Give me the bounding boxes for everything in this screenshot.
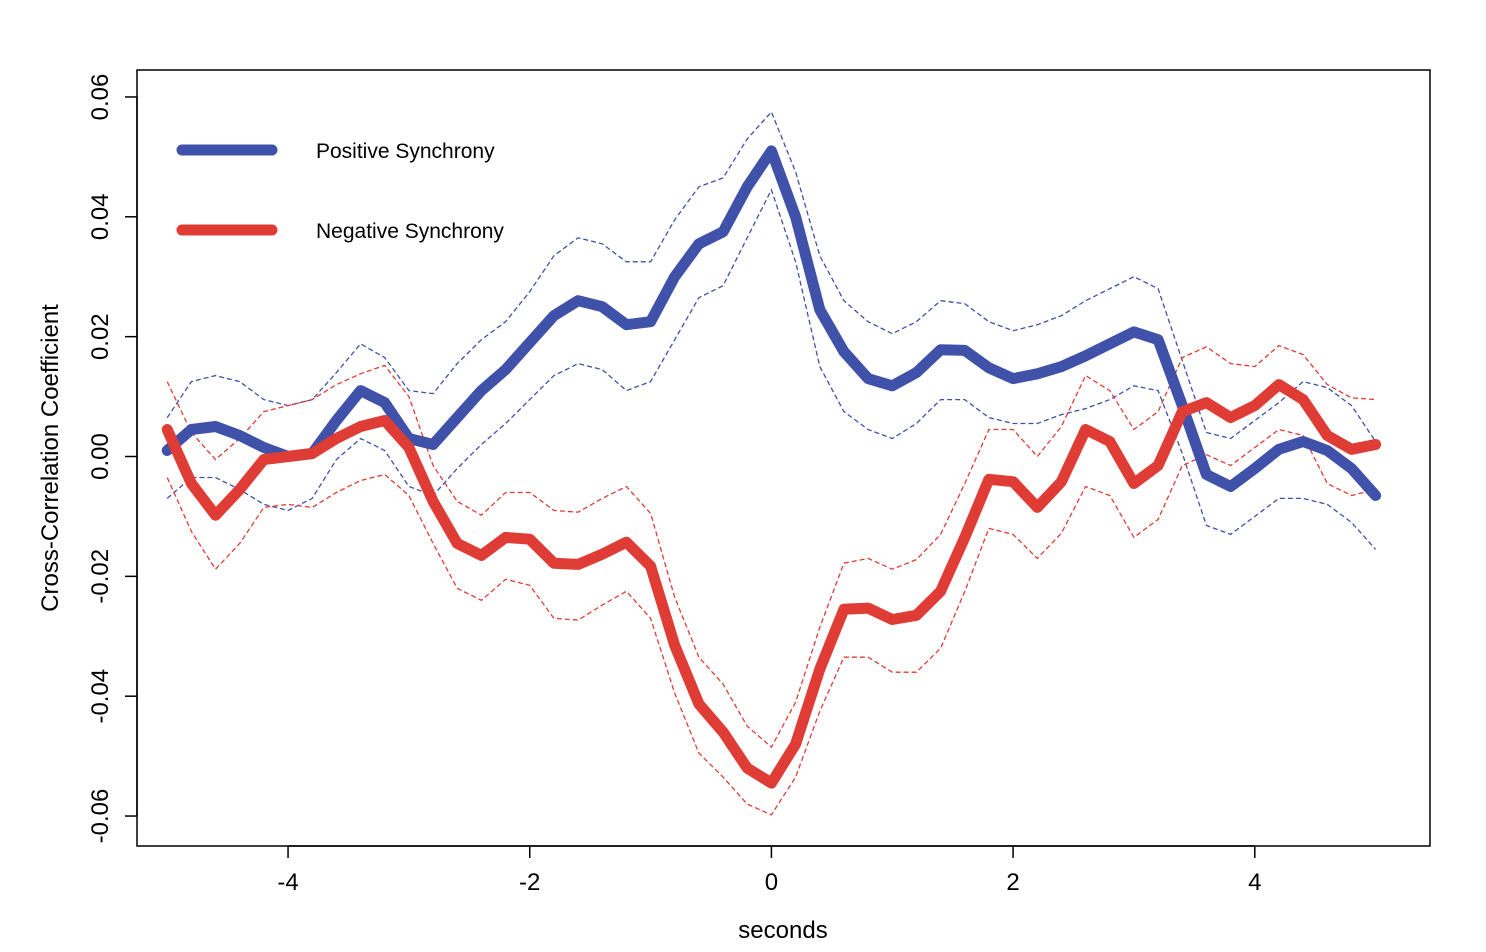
confidence-bands — [166, 110, 1377, 816]
legend-label-0: Positive Synchrony — [316, 140, 495, 163]
y-tick-label: 0.04 — [87, 193, 114, 240]
series-1-upper-band — [166, 344, 1376, 749]
x-axis-title: seconds — [738, 917, 827, 944]
y-tick-label: -0.02 — [87, 549, 114, 604]
y-axis: -0.06 -0.04 -0.02 0.00 0.02 0.04 0.06 — [87, 74, 138, 844]
x-tick-label: 0 — [765, 869, 778, 896]
x-tick-label: -2 — [519, 869, 540, 896]
x-tick-label: 2 — [1006, 869, 1019, 896]
y-tick-label: -0.04 — [87, 669, 114, 724]
y-axis-title: Cross-Correlation Coefficient — [37, 304, 64, 612]
series-1-lower-band — [166, 428, 1376, 816]
y-tick-label: 0.06 — [87, 74, 114, 121]
x-tick-label: -4 — [277, 869, 298, 896]
y-tick-label: -0.06 — [87, 789, 114, 844]
legend: Positive Synchrony Negative Synchrony — [176, 140, 504, 243]
x-axis: -4 -2 0 2 4 — [277, 845, 1261, 896]
series-0-lower-band — [166, 188, 1377, 550]
y-tick-label: 0.00 — [87, 433, 114, 480]
series-1-line — [161, 379, 1382, 789]
y-tick-label: 0.02 — [87, 313, 114, 360]
legend-label-1: Negative Synchrony — [316, 220, 504, 243]
series-0-upper-band — [166, 110, 1377, 442]
x-tick-label: 4 — [1248, 869, 1261, 896]
series-lines — [161, 145, 1382, 789]
series-0-line — [161, 145, 1382, 501]
